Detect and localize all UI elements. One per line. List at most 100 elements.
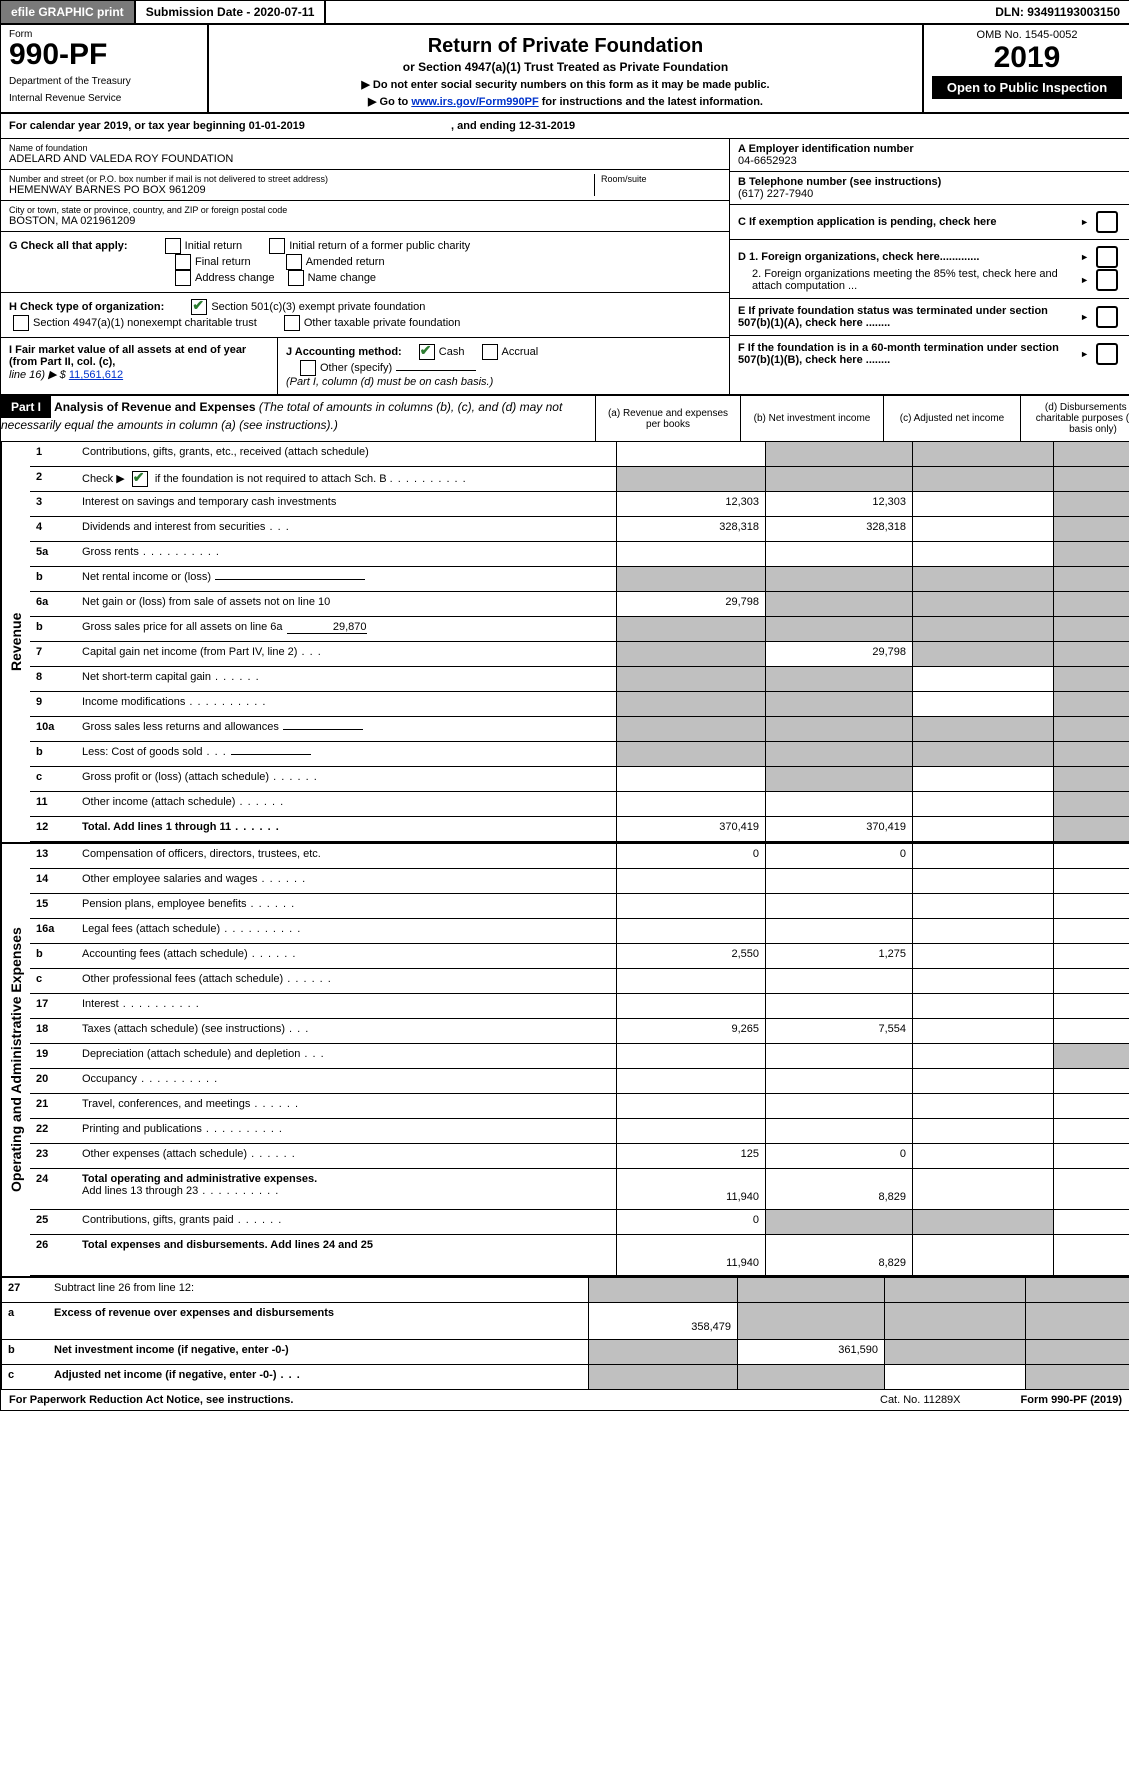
row-26: 26 Total expenses and disbursements. Add… (30, 1235, 1129, 1276)
cb-exemption-pending[interactable] (1096, 211, 1118, 233)
row-23: 23 Other expenses (attach schedule) 125 … (30, 1144, 1129, 1169)
row-label: Total operating and administrative expen… (78, 1169, 616, 1209)
cell-b (765, 919, 912, 943)
expenses-section: Operating and Administrative Expenses 13… (1, 842, 1129, 1276)
cell-b (765, 994, 912, 1018)
cb-final-return[interactable] (175, 254, 191, 270)
cell-d: 0 (1053, 1019, 1129, 1043)
row-num: 9 (30, 692, 78, 716)
row-9: 9 Income modifications (30, 692, 1129, 717)
addr-label: Number and street (or P.O. box number if… (9, 174, 594, 184)
cell-a: 12,303 (616, 492, 765, 516)
row-num: 8 (30, 667, 78, 691)
cell-d (1053, 442, 1129, 466)
cell-b: 0 (765, 844, 912, 868)
arrow-icon (1080, 216, 1092, 228)
row-num: 10a (30, 717, 78, 741)
opt-final-return: Final return (195, 256, 251, 268)
cb-501c3[interactable] (191, 299, 207, 315)
row-21: 21 Travel, conferences, and meetings (30, 1094, 1129, 1119)
cb-initial-former[interactable] (269, 238, 285, 254)
cb-terminated[interactable] (1096, 306, 1118, 328)
form-page: efile GRAPHIC print Submission Date - 20… (0, 0, 1129, 1411)
cell-c (912, 667, 1053, 691)
cell-d (1053, 517, 1129, 541)
cell-a (616, 994, 765, 1018)
cb-initial-return[interactable] (165, 238, 181, 254)
cell-d: 0 (1053, 1210, 1129, 1234)
cb-amended[interactable] (286, 254, 302, 270)
cb-name-change[interactable] (288, 270, 304, 286)
cb-4947[interactable] (13, 315, 29, 331)
row-label: Contributions, gifts, grants, etc., rece… (78, 442, 616, 466)
e-section: E If private foundation status was termi… (730, 299, 1129, 336)
cell-b (765, 792, 912, 816)
header-center: Return of Private Foundation or Section … (209, 25, 922, 112)
row-num: 7 (30, 642, 78, 666)
row-17: 17 Interest (30, 994, 1129, 1019)
row-label: Adjusted net income (if negative, enter … (50, 1365, 588, 1389)
row-22: 22 Printing and publications (30, 1119, 1129, 1144)
row-label: Gross sales less returns and allowances (78, 717, 616, 741)
row-num: 21 (30, 1094, 78, 1118)
d2-label: 2. Foreign organizations meeting the 85%… (738, 268, 1080, 292)
submission-date: Submission Date - 2020-07-11 (136, 1, 327, 23)
cell-b (765, 592, 912, 616)
efile-button[interactable]: efile GRAPHIC print (1, 1, 136, 23)
row-label: Gross rents (78, 542, 616, 566)
form-number: 990-PF (9, 40, 199, 70)
cell-d (1025, 1303, 1129, 1339)
cb-sch-b[interactable] (132, 471, 148, 487)
instr-link[interactable]: www.irs.gov/Form990PF (411, 96, 538, 108)
cell-b: 1,275 (765, 944, 912, 968)
cell-d (1053, 742, 1129, 766)
cell-b (765, 1119, 912, 1143)
row-label: Excess of revenue over expenses and disb… (50, 1303, 588, 1339)
row-label: Occupancy (78, 1069, 616, 1093)
foundation-name: ADELARD AND VALEDA ROY FOUNDATION (9, 153, 721, 165)
cell-a (616, 617, 765, 641)
row-num: a (2, 1303, 50, 1339)
row27-section: 27 Subtract line 26 from line 12: a Exce… (1, 1276, 1129, 1389)
cell-c (912, 542, 1053, 566)
row-num: 16a (30, 919, 78, 943)
cb-address-change[interactable] (175, 270, 191, 286)
j-label: J Accounting method: (286, 346, 402, 358)
cell-d (1025, 1340, 1129, 1364)
cell-d: 1,400 (1053, 1169, 1129, 1209)
row-num: b (30, 567, 78, 591)
phone-cell: B Telephone number (see instructions) (6… (730, 172, 1129, 205)
cb-other-method[interactable] (300, 360, 316, 376)
cell-b (765, 869, 912, 893)
cal-end: , and ending 12-31-2019 (451, 120, 575, 132)
cell-c (912, 894, 1053, 918)
a-label: A Employer identification number (738, 143, 914, 155)
cb-cash[interactable] (419, 344, 435, 360)
cb-accrual[interactable] (482, 344, 498, 360)
cb-foreign-org[interactable] (1096, 246, 1118, 268)
cell-c (912, 492, 1053, 516)
cell-a (616, 919, 765, 943)
opt-4947: Section 4947(a)(1) nonexempt charitable … (33, 317, 257, 329)
cell-d: 0 (1053, 844, 1129, 868)
revenue-section: Revenue 1 Contributions, gifts, grants, … (1, 442, 1129, 842)
cb-85pct[interactable] (1096, 269, 1118, 291)
row-num: 25 (30, 1210, 78, 1234)
cell-b (765, 742, 912, 766)
row-num: c (30, 969, 78, 993)
row-label: Less: Cost of goods sold (78, 742, 616, 766)
row-7: 7 Capital gain net income (from Part IV,… (30, 642, 1129, 667)
cell-b: 12,303 (765, 492, 912, 516)
header-right: OMB No. 1545-0052 2019 Open to Public In… (922, 25, 1129, 112)
cb-60month[interactable] (1096, 343, 1118, 365)
row-num: c (2, 1365, 50, 1389)
row-num: 6a (30, 592, 78, 616)
cell-b: 361,590 (737, 1340, 884, 1364)
cell-d (1053, 717, 1129, 741)
arrow-icon (1080, 274, 1092, 286)
e-label: E If private foundation status was termi… (738, 305, 1048, 329)
cell-a (588, 1278, 737, 1302)
cell-a (616, 1119, 765, 1143)
cb-other-taxable[interactable] (284, 315, 300, 331)
cell-c (912, 1019, 1053, 1043)
